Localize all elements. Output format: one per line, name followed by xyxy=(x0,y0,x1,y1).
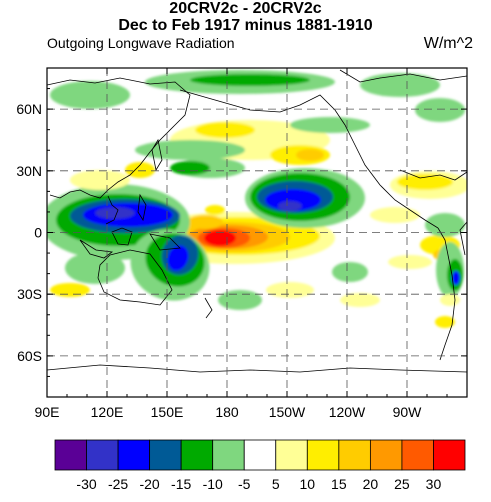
graticule xyxy=(47,68,467,397)
y-tick-label: 60S xyxy=(17,348,42,364)
anomaly-region xyxy=(125,162,155,178)
australia-coast xyxy=(97,249,173,306)
south-america-east-coast xyxy=(459,221,467,256)
colorbar-label: 25 xyxy=(394,476,410,492)
anomaly-region xyxy=(50,81,130,109)
anomaly-region xyxy=(370,207,420,223)
anomaly-region xyxy=(218,290,262,310)
y-tick-label: 30S xyxy=(17,286,42,302)
colorbar-swatch xyxy=(243,439,277,471)
colorbar xyxy=(54,439,466,471)
anomaly-region xyxy=(452,271,460,285)
x-tick-label: 90E xyxy=(35,404,60,420)
colorbar-swatch xyxy=(401,439,434,471)
chart-title-line2: Dec to Feb 1917 minus 1881-1910 xyxy=(118,17,373,34)
colorbar-labels: -30 -25 -20 -15 -10 -5 5 10 15 20 25 30 xyxy=(76,476,441,492)
anomaly-region xyxy=(425,213,465,237)
x-tick-label: 180 xyxy=(215,404,239,420)
new-guinea-coast xyxy=(149,233,181,251)
north-america-coast xyxy=(179,89,439,229)
axis-ticks xyxy=(46,68,468,397)
y-tick-label: 30N xyxy=(16,163,42,179)
anomaly-region xyxy=(50,283,90,297)
gulf-coast xyxy=(399,169,467,181)
anomaly-region xyxy=(190,74,310,86)
colorbar-label: -10 xyxy=(203,476,223,492)
colorbar-swatch xyxy=(275,439,308,471)
chart-title-line1: 20CRV2c - 20CRV2c xyxy=(169,0,322,17)
y-tick-label: 0 xyxy=(34,225,42,241)
x-tick-label: 150E xyxy=(151,404,184,420)
anomaly-region xyxy=(388,255,432,269)
philippines-coast xyxy=(137,193,147,222)
y-tick-label: 60N xyxy=(16,101,42,117)
colorbar-label: 20 xyxy=(363,476,379,492)
x-tick-label: 120E xyxy=(91,404,124,420)
colorbar-label: -25 xyxy=(108,476,128,492)
anomaly-region xyxy=(290,117,370,133)
anomaly-region xyxy=(397,174,453,190)
colorbar-label: 5 xyxy=(272,476,280,492)
anomaly-region xyxy=(167,245,189,271)
colorbar-label: 10 xyxy=(300,476,316,492)
sumatra-java-coast xyxy=(79,239,114,259)
anomaly-region xyxy=(296,149,324,161)
south-america-west-coast xyxy=(437,227,456,361)
colorbar-swatch xyxy=(149,439,182,471)
anomaly-region xyxy=(135,140,245,160)
colorbar-swatch xyxy=(306,439,340,471)
anomaly-region xyxy=(415,98,465,122)
colorbar-label: -15 xyxy=(171,476,191,492)
anomaly-region xyxy=(205,205,225,215)
anomaly-region xyxy=(266,282,314,298)
x-tick-label: 150W xyxy=(269,404,306,420)
coastlines xyxy=(47,69,467,373)
anomaly-region xyxy=(95,207,135,219)
colorbar-label: 30 xyxy=(426,476,442,492)
colorbar-swatch xyxy=(338,439,371,471)
colorbar-swatch xyxy=(369,439,403,471)
colorbar-swatch xyxy=(86,439,119,471)
anomaly-region xyxy=(195,122,255,138)
arctic-coast xyxy=(339,69,467,83)
colorbar-label: -20 xyxy=(139,476,159,492)
colorbar-swatch xyxy=(212,439,245,471)
anomaly-region xyxy=(70,170,130,190)
colorbar-swatch xyxy=(54,439,87,471)
anomaly-region xyxy=(435,316,455,328)
colorbar-label: -5 xyxy=(238,476,251,492)
anomaly-region xyxy=(170,161,210,175)
x-axis-labels: 90E 120E 150E 180 150W 120W 90W xyxy=(35,404,423,420)
anomaly-region xyxy=(340,293,380,307)
units-label: W/m^2 xyxy=(423,35,473,52)
variable-label: Outgoing Longwave Radiation xyxy=(47,35,235,51)
colorbar-swatch xyxy=(117,439,151,471)
colorbar-label: -30 xyxy=(76,476,96,492)
indochina-coast xyxy=(105,195,119,225)
antarctica-coast xyxy=(47,364,467,373)
colorbar-swatch xyxy=(180,439,214,471)
x-tick-label: 90W xyxy=(393,404,423,420)
anomaly-region xyxy=(360,73,440,97)
borneo-coast xyxy=(111,227,133,246)
anomaly-region xyxy=(204,230,236,246)
anomaly-region xyxy=(65,252,125,284)
japan-coast xyxy=(151,138,163,172)
y-axis-labels: 60N 30N 0 30S 60S xyxy=(16,101,42,364)
colorbar-label: 15 xyxy=(331,476,347,492)
x-tick-label: 120W xyxy=(329,404,366,420)
new-zealand-coast xyxy=(204,297,213,319)
asia-coast xyxy=(47,77,191,199)
anomaly-region xyxy=(332,262,368,282)
anomaly-region xyxy=(440,294,460,306)
anomaly-region xyxy=(278,201,302,211)
anomaly-region xyxy=(187,215,223,229)
colorbar-swatch xyxy=(433,439,466,471)
